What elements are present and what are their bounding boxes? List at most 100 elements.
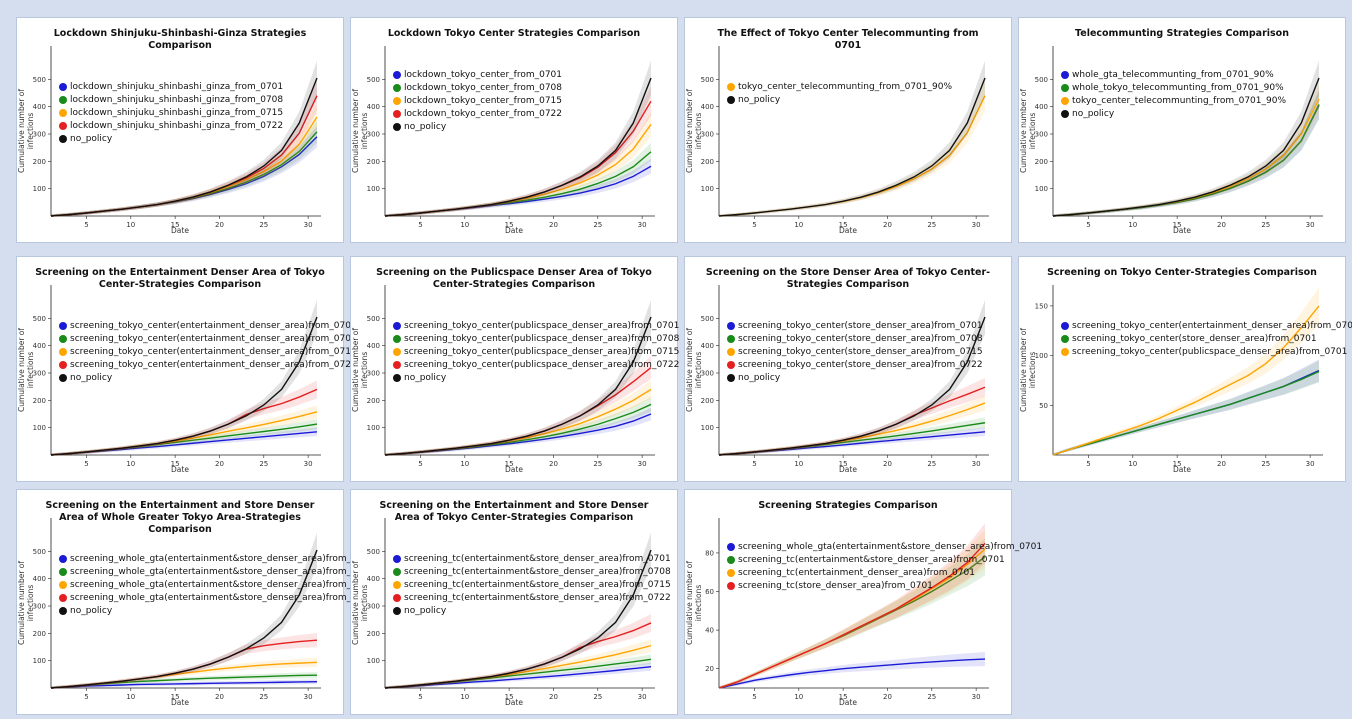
legend-item: screening_tc(entertainment&store_denser_… xyxy=(393,591,671,604)
y-tick-label: 200 xyxy=(33,630,46,638)
y-tick-label: 400 xyxy=(33,103,46,111)
legend-item: no_policy xyxy=(59,132,283,145)
legend-dot-icon xyxy=(393,109,401,118)
legend-item: screening_tokyo_center(publicspace_dense… xyxy=(393,332,679,345)
legend-item: no_policy xyxy=(393,120,562,133)
legend-dot-icon xyxy=(59,321,67,330)
legend-item: lockdown_shinjuku_shinbashi_ginza_from_0… xyxy=(59,119,283,132)
x-axis-label: Date xyxy=(505,226,523,235)
y-axis-label: Cumulative number of infections xyxy=(17,327,35,413)
legend-dot-icon xyxy=(1061,334,1069,343)
series-confidence-band xyxy=(385,654,651,688)
y-tick-label: 400 xyxy=(33,342,46,350)
legend-label: no_policy xyxy=(738,372,781,383)
chart-title: Lockdown Shinjuku-Shinbashi-Ginza Strate… xyxy=(53,28,307,51)
x-tick-label: 25 xyxy=(593,221,602,229)
y-tick-label: 300 xyxy=(367,603,380,611)
y-tick-label: 500 xyxy=(1035,76,1048,84)
legend-dot-icon xyxy=(727,334,735,343)
chart-panel: The Effect of Tokyo Center Telecommuntin… xyxy=(684,17,1012,243)
x-tick-label: 5 xyxy=(84,221,88,229)
legend-item: screening_tokyo_center(entertainment_den… xyxy=(59,319,357,332)
y-tick-label: 200 xyxy=(701,397,714,405)
legend-label: screening_whole_gta(entertainment&store_… xyxy=(70,592,375,603)
y-tick-label: 60 xyxy=(705,588,714,596)
y-tick-label: 300 xyxy=(367,370,380,378)
legend-dot-icon xyxy=(727,321,735,330)
x-tick-label: 15 xyxy=(839,221,848,229)
x-axis-label: Date xyxy=(839,465,857,474)
chart-plot: 5 10 15 20 25 30 50 100 150 xyxy=(1035,285,1323,468)
x-tick-label: 25 xyxy=(927,693,936,701)
legend-item: lockdown_tokyo_center_from_0722 xyxy=(393,107,562,120)
series-confidence-band xyxy=(51,380,317,455)
legend-dot-icon xyxy=(1061,83,1069,92)
x-tick-label: 30 xyxy=(972,221,981,229)
legend-label: whole_gta_telecommunting_from_0701_90% xyxy=(1072,69,1274,80)
legend-dot-icon xyxy=(727,542,735,551)
x-tick-label: 5 xyxy=(418,221,422,229)
y-tick-label: 500 xyxy=(701,76,714,84)
x-tick-label: 25 xyxy=(259,460,268,468)
series-line xyxy=(1052,370,1320,456)
y-tick-label: 20 xyxy=(705,665,714,673)
legend-dot-icon xyxy=(393,606,401,615)
y-axis-label: Cumulative number of infections xyxy=(351,327,369,413)
chart-title: Screening Strategies Comparison xyxy=(758,500,938,511)
legend-label: screening_tokyo_center(store_denser_area… xyxy=(738,333,983,344)
legend-label: lockdown_shinjuku_shinbashi_ginza_from_0… xyxy=(70,120,284,131)
x-tick-label: 25 xyxy=(1261,460,1270,468)
legend-label: no_policy xyxy=(404,121,447,132)
legend-dot-icon xyxy=(59,554,67,563)
x-tick-label: 30 xyxy=(638,460,647,468)
y-tick-label: 500 xyxy=(367,548,380,556)
legend-item: screening_tokyo_center(store_denser_area… xyxy=(727,332,983,345)
legend-dot-icon xyxy=(59,373,67,382)
legend-label: screening_tokyo_center(publicspace_dense… xyxy=(404,359,680,370)
series-confidence-band xyxy=(1053,60,1319,217)
legend: tokyo_center_telecommunting_from_0701_90… xyxy=(727,80,952,106)
x-axis-label: Date xyxy=(839,226,857,235)
legend-dot-icon xyxy=(59,108,67,117)
x-tick-label: 25 xyxy=(593,460,602,468)
legend-label: no_policy xyxy=(70,372,113,383)
x-tick-label: 15 xyxy=(1173,221,1182,229)
x-tick-label: 15 xyxy=(505,221,514,229)
legend-item: screening_tokyo_center(store_denser_area… xyxy=(1061,332,1352,345)
chart-title: Screening on the Publicspace Denser Area… xyxy=(376,267,652,290)
legend-dot-icon xyxy=(393,373,401,382)
y-tick-label: 200 xyxy=(367,630,380,638)
legend-item: lockdown_tokyo_center_from_0701 xyxy=(393,68,562,81)
y-tick-label: 300 xyxy=(33,603,46,611)
legend-dot-icon xyxy=(727,373,735,382)
y-tick-label: 100 xyxy=(33,185,46,193)
legend: screening_tokyo_center(entertainment_den… xyxy=(59,319,357,384)
x-tick-label: 5 xyxy=(1086,460,1090,468)
chart-title: Telecommunting Strategies Comparison xyxy=(1075,28,1289,39)
legend-label: lockdown_tokyo_center_from_0715 xyxy=(404,95,563,106)
x-tick-label: 10 xyxy=(1128,460,1137,468)
series-confidence-band xyxy=(719,417,985,455)
x-tick-label: 30 xyxy=(638,221,647,229)
legend-dot-icon xyxy=(59,121,67,130)
legend-label: screening_tokyo_center(entertainment_den… xyxy=(70,359,357,370)
legend-label: lockdown_shinjuku_shinbashi_ginza_from_0… xyxy=(70,107,284,118)
x-tick-label: 5 xyxy=(84,693,88,701)
x-tick-label: 10 xyxy=(126,221,135,229)
series-confidence-band xyxy=(719,377,985,455)
legend-label: screening_whole_gta(entertainment&store_… xyxy=(70,553,375,564)
y-tick-label: 100 xyxy=(367,424,380,432)
x-axis-label: Date xyxy=(505,698,523,707)
legend-dot-icon xyxy=(59,606,67,615)
legend-item: lockdown_tokyo_center_from_0708 xyxy=(393,81,562,94)
chart-panel: Screening on Tokyo Center-Strategies Com… xyxy=(1018,256,1352,482)
y-tick-label: 200 xyxy=(33,397,46,405)
legend-item: screening_tokyo_center(store_denser_area… xyxy=(727,358,983,371)
legend-label: screening_whole_gta(entertainment&store_… xyxy=(738,541,1043,552)
y-tick-label: 100 xyxy=(33,657,46,665)
y-tick-label: 100 xyxy=(33,424,46,432)
series-confidence-band xyxy=(385,397,651,455)
legend-item: no_policy xyxy=(59,371,357,384)
legend-item: screening_tokyo_center(entertainment_den… xyxy=(59,345,357,358)
